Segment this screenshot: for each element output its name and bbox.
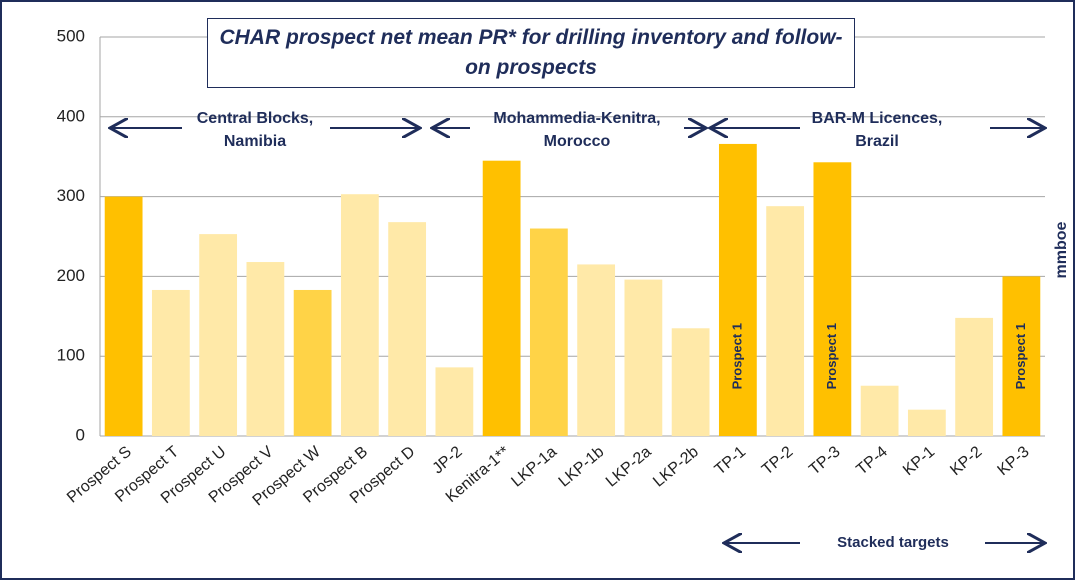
region-label: Mohammedia-Kenitra, <box>493 110 660 127</box>
bar <box>104 196 143 436</box>
bar <box>482 160 521 436</box>
y-tick-label: 400 <box>57 106 85 125</box>
footnote: Stacked targets <box>837 534 949 551</box>
region-label: Namibia <box>224 133 286 150</box>
y-axis-label: mmboe <box>1053 221 1070 278</box>
y-tick-label: 100 <box>57 346 85 365</box>
y-tick-label: 0 <box>76 425 85 444</box>
chart-title: CHAR prospect net mean PR* for drilling … <box>207 18 855 88</box>
bar <box>718 143 757 436</box>
bar <box>151 289 190 436</box>
bar <box>577 264 616 436</box>
bar-label: Prospect 1 <box>1013 323 1028 389</box>
y-tick-label: 300 <box>57 186 85 205</box>
y-tick-label: 200 <box>57 266 85 285</box>
bar <box>624 279 663 436</box>
y-tick-label: 500 <box>57 26 85 45</box>
region-label: Brazil <box>855 133 899 150</box>
bar <box>199 234 238 436</box>
bar <box>860 385 899 436</box>
bar <box>671 328 710 436</box>
bar <box>813 162 852 436</box>
region-label: Morocco <box>544 133 611 150</box>
arrows <box>110 128 1045 543</box>
bar <box>435 367 474 436</box>
region-label: BAR-M Licences, <box>812 110 943 127</box>
bar <box>907 409 946 436</box>
region-label: Central Blocks, <box>197 110 313 127</box>
bar <box>340 194 379 436</box>
bar <box>388 222 427 436</box>
bar <box>293 289 332 436</box>
bar-label: Prospect 1 <box>729 323 744 389</box>
bar <box>246 262 285 436</box>
bar <box>529 228 568 436</box>
bar <box>955 317 994 436</box>
bar <box>766 206 805 436</box>
bar <box>1002 276 1041 436</box>
bar-label: Prospect 1 <box>824 323 839 389</box>
